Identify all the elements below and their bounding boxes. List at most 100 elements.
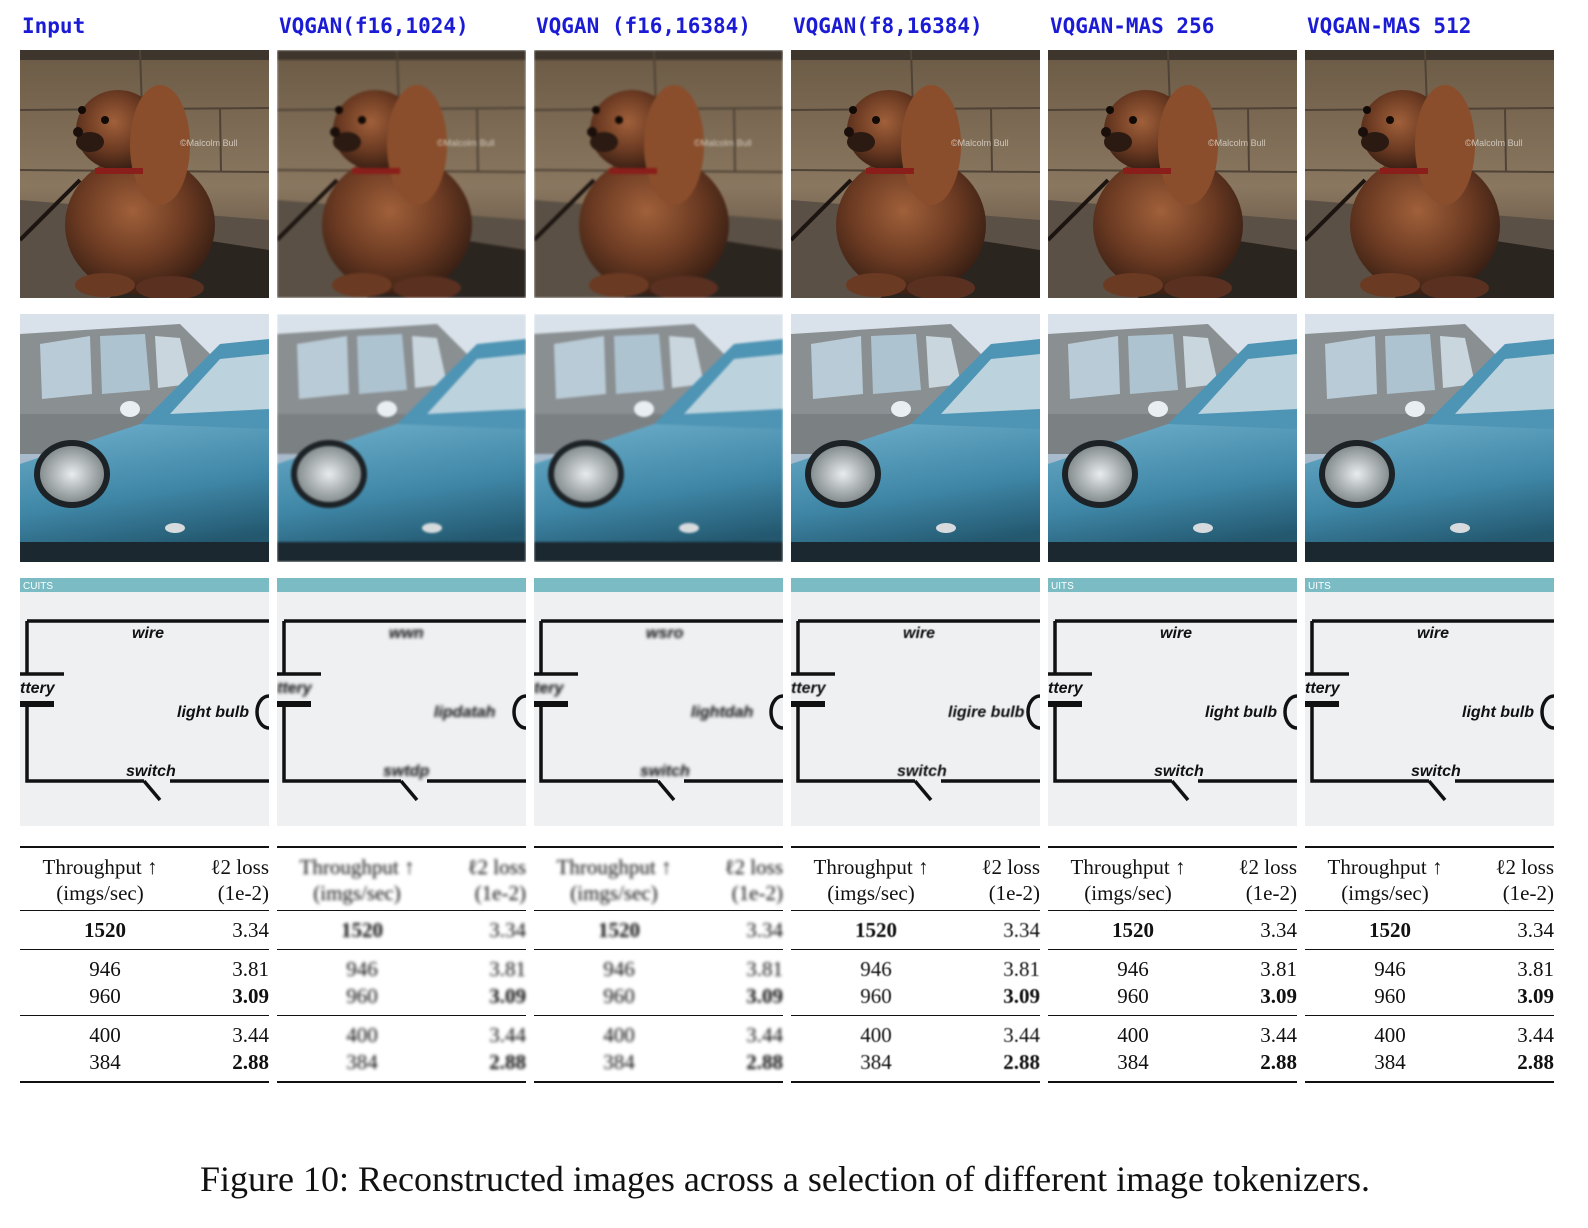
throughput-unit: (imgs/sec) (570, 881, 658, 905)
circuit-label-wire: wire (903, 625, 935, 642)
table-row: 960 3.09 (1048, 983, 1297, 1010)
car-reconstruction (20, 314, 269, 562)
table-row: 946 3.81 (277, 956, 526, 983)
throughput-cell: 960 (603, 984, 635, 1008)
throughput-cell: 400 (1117, 1023, 1149, 1047)
table-row: 384 2.88 (1048, 1049, 1297, 1076)
circuit-label-bulb: ligire bulb (948, 704, 1025, 721)
table-top-rule (1305, 846, 1554, 848)
throughput-cell: 400 (603, 1023, 635, 1047)
column-label: VQGAN(f16,1024) (279, 14, 469, 38)
throughput-cell: 400 (89, 1023, 121, 1047)
circuit-label-switch: switch (1154, 763, 1204, 780)
throughput-unit: (imgs/sec) (1084, 881, 1172, 905)
table-group: 1520 3.34 (791, 911, 1040, 949)
table-group: 400 3.44 384 2.88 (534, 1016, 783, 1081)
throughput-cell: 960 (1374, 984, 1406, 1008)
throughput-cell: 384 (1374, 1050, 1406, 1074)
throughput-table: Throughput ↑ (imgs/sec) ℓ2 loss (1e-2) 1… (1305, 846, 1554, 1083)
table-bottom-rule (534, 1081, 783, 1083)
svg-text:©Malcolm Bull: ©Malcolm Bull (1208, 138, 1266, 148)
loss-cell: 2.88 (746, 1050, 783, 1074)
throughput-header: Throughput ↑ (813, 855, 929, 879)
table-row: 946 3.81 (1048, 956, 1297, 983)
circuit-label-battery: ttery (791, 680, 827, 697)
throughput-cell: 384 (346, 1050, 378, 1074)
table-row: 946 3.81 (791, 956, 1040, 983)
throughput-cell: 960 (1117, 984, 1149, 1008)
loss-cell: 3.34 (1003, 918, 1040, 942)
throughput-cell: 384 (89, 1050, 121, 1074)
circuit-label-switch: swtdp (383, 763, 429, 780)
circuit-label-wire: wire (132, 625, 164, 642)
tokenizer-column-4: VQGAN(f8,16384) (791, 0, 1040, 1100)
throughput-table: Throughput ↑ (imgs/sec) ℓ2 loss (1e-2) 1… (20, 846, 269, 1083)
car-reconstruction (791, 314, 1040, 562)
circuit-label-bulb: lipdatah (434, 704, 496, 721)
loss-cell: 3.34 (489, 918, 526, 942)
throughput-cell: 1520 (341, 918, 383, 942)
column-label: VQGAN-MAS 256 (1050, 14, 1215, 38)
table-group: 400 3.44 384 2.88 (1048, 1016, 1297, 1081)
throughput-cell: 384 (860, 1050, 892, 1074)
table-row: 384 2.88 (534, 1049, 783, 1076)
throughput-cell: 946 (603, 957, 635, 981)
loss-unit: (1e-2) (731, 881, 783, 905)
table-row: 960 3.09 (277, 983, 526, 1010)
circuit-reconstruction: wwn ttery lipdatah swtdp (277, 578, 526, 826)
table-bottom-rule (791, 1081, 1040, 1083)
loss-cell: 3.81 (746, 957, 783, 981)
dog-reconstruction: ©Malcolm Bull (1048, 50, 1297, 298)
table-row: 384 2.88 (1305, 1049, 1554, 1076)
table-row: 400 3.44 (534, 1022, 783, 1049)
table-header: Throughput ↑ (imgs/sec) ℓ2 loss (1e-2) (20, 848, 269, 910)
throughput-table: Throughput ↑ (imgs/sec) ℓ2 loss (1e-2) 1… (277, 846, 526, 1083)
column-label: VQGAN(f8,16384) (793, 14, 983, 38)
circuit-label-bulb: light bulb (177, 704, 249, 721)
circuit-header-text: UITS (1051, 581, 1074, 592)
table-row: 960 3.09 (20, 983, 269, 1010)
throughput-cell: 400 (1374, 1023, 1406, 1047)
table-row: 960 3.09 (1305, 983, 1554, 1010)
table-row: 384 2.88 (20, 1049, 269, 1076)
loss-cell: 3.44 (1003, 1023, 1040, 1047)
circuit-reconstruction: UITS wire ttery light bulb switch (1048, 578, 1297, 826)
table-row: 1520 3.34 (277, 917, 526, 944)
loss-unit: (1e-2) (1502, 881, 1554, 905)
table-row: 400 3.44 (20, 1022, 269, 1049)
throughput-cell: 400 (860, 1023, 892, 1047)
throughput-cell: 960 (346, 984, 378, 1008)
loss-header: ℓ2 loss (1238, 855, 1298, 879)
table-group: 1520 3.34 (20, 911, 269, 949)
car-reconstruction (1048, 314, 1297, 562)
table-bottom-rule (277, 1081, 526, 1083)
table-row: 1520 3.34 (1048, 917, 1297, 944)
table-group: 1520 3.34 (534, 911, 783, 949)
circuit-reconstruction: wire ttery ligire bulb switch (791, 578, 1040, 826)
throughput-cell: 946 (860, 957, 892, 981)
tokenizer-column-5: VQGAN-MAS 256 (1048, 0, 1297, 1100)
loss-cell: 3.09 (1517, 984, 1554, 1008)
throughput-cell: 946 (346, 957, 378, 981)
throughput-cell: 960 (860, 984, 892, 1008)
loss-cell: 3.81 (1260, 957, 1297, 981)
svg-text:©Malcolm Bull: ©Malcolm Bull (437, 138, 495, 148)
table-row: 400 3.44 (1305, 1022, 1554, 1049)
svg-text:©Malcolm Bull: ©Malcolm Bull (951, 138, 1009, 148)
dog-reconstruction: ©Malcolm Bull (791, 50, 1040, 298)
table-row: 400 3.44 (791, 1022, 1040, 1049)
table-top-rule (791, 846, 1040, 848)
table-row: 946 3.81 (20, 956, 269, 983)
table-row: 960 3.09 (534, 983, 783, 1010)
table-row: 1520 3.34 (534, 917, 783, 944)
loss-header: ℓ2 loss (981, 855, 1041, 879)
table-group: 946 3.81 960 3.09 (20, 950, 269, 1015)
loss-cell: 3.44 (1260, 1023, 1297, 1047)
throughput-header: Throughput ↑ (299, 855, 415, 879)
circuit-label-battery: ttery (277, 680, 313, 697)
dog-reconstruction: ©Malcolm Bull (1305, 50, 1554, 298)
table-bottom-rule (20, 1081, 269, 1083)
table-row: 384 2.88 (791, 1049, 1040, 1076)
loss-cell: 3.81 (1517, 957, 1554, 981)
tokenizer-column-2: VQGAN(f16,1024) (277, 0, 526, 1100)
